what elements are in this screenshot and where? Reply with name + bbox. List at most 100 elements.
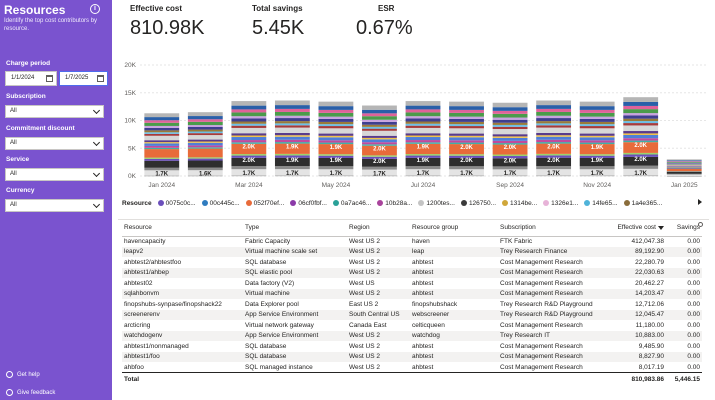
table-cell: 0.00 (666, 246, 702, 257)
table-row[interactable]: arcticring Virtual network gateway Canada … (122, 320, 702, 331)
table-cell: Cost Management Research (500, 279, 583, 287)
bar-segment (274, 125, 310, 128)
table-row[interactable]: ahbtest1/nonmanaged SQL database West US 2… (122, 341, 702, 352)
kpi-value: 0.67% (356, 17, 413, 39)
bar-segment (362, 144, 397, 146)
legend-item[interactable]: 126750... (460, 200, 496, 207)
segment-data-label: 1.9K (417, 145, 430, 151)
bar-segment (187, 142, 223, 146)
legend-item[interactable]: 1200tes... (418, 200, 455, 207)
segment-data-label: 1.7K (547, 171, 560, 177)
total-cost: 810,983.86 (610, 372, 666, 386)
get-help-link[interactable]: Get help (6, 371, 40, 378)
bar-segment (623, 109, 659, 114)
calendar-icon[interactable] (97, 75, 104, 82)
table-cell: West US 2 (349, 238, 380, 245)
table-row[interactable]: sqlahbonvm Virtual machine West US 2 ahbtes… (122, 288, 702, 299)
column-header[interactable]: Savings (666, 220, 702, 237)
table-row[interactable]: ahbtest02 Data factory (V2) West US ahbtest… (122, 278, 702, 289)
service-dropdown[interactable]: All (5, 168, 104, 181)
table-cell: 14,203.47 (610, 288, 666, 299)
table-row[interactable]: leapv2 Virtual machine scale set West US 2… (122, 246, 702, 257)
bar-segment (144, 120, 180, 123)
y-tick-label: 15K (124, 90, 136, 97)
table-cell: ahbtest (412, 258, 434, 266)
bar-segment (492, 169, 528, 176)
column-header-sorted[interactable]: Effective cost (610, 220, 666, 237)
column-header[interactable]: Subscription (498, 220, 610, 237)
table-row[interactable]: ahbtest2/ahbtestfoo SQL database West US 2… (122, 257, 702, 268)
bar-segment (274, 105, 310, 109)
legend-title: Resource (122, 199, 152, 207)
end-date-input[interactable]: 1/7/2025 (59, 71, 108, 86)
bar-segment (579, 155, 615, 158)
table-cell: SQL managed instance (245, 363, 313, 371)
segment-data-label: 2.0K (373, 146, 386, 152)
give-feedback-link[interactable]: Give feedback (6, 389, 55, 396)
legend-item[interactable]: 1326e1... (543, 200, 578, 207)
bar-segment (579, 169, 615, 176)
bar-segment (579, 118, 615, 122)
table-cell: West US 2 (349, 363, 380, 371)
table-cell: 0.00 (666, 351, 702, 362)
bar-segment (623, 175, 659, 177)
column-header[interactable]: Resource group (410, 220, 498, 237)
legend-item[interactable]: 0075c0c... (157, 200, 196, 207)
x-tick-label: Mar 2024 (235, 182, 263, 189)
segment-data-label: 1.7K (460, 171, 473, 177)
legend-item[interactable]: 14fe65... (584, 200, 618, 207)
bar-segment (666, 163, 702, 165)
start-date-input[interactable]: 1/1/2024 (5, 71, 57, 86)
bar-segment (449, 157, 484, 167)
bar-segment (362, 139, 397, 143)
bar-segment (231, 154, 267, 156)
legend-swatch (584, 200, 591, 206)
currency-dropdown[interactable]: All (5, 199, 104, 212)
bar-segment (579, 135, 615, 138)
table-cell: 8,827.90 (610, 351, 666, 362)
table-row[interactable]: finopshubs-synpase/finopshack22 Data Expl… (122, 299, 702, 310)
calendar-icon[interactable] (46, 75, 53, 82)
table-cell: 11,180.00 (635, 321, 664, 329)
segment-data-label: 2.0K (504, 158, 517, 164)
subscription-dropdown[interactable]: All (5, 105, 104, 118)
bar-segment (623, 133, 659, 136)
legend-items: 0075c0c... 00c445c... 052f70ef... 06cf0fbf.… (157, 200, 669, 207)
table-row[interactable]: ahbfoo SQL managed instance West US 2 ahbte… (122, 362, 702, 373)
bar-segment (492, 175, 528, 177)
legend-item[interactable]: 10b28a... (377, 200, 412, 207)
bar-segment (536, 111, 572, 116)
legend-item[interactable]: 0a7ac46... (332, 200, 371, 207)
table-row[interactable]: screenerenv App Service Environment South … (122, 309, 702, 320)
commitment-discount-dropdown[interactable]: All (5, 137, 104, 150)
legend-item[interactable]: 06cf0fbf... (290, 200, 327, 207)
bar-segment (579, 128, 615, 134)
table-row[interactable]: ahbtest1/foo SQL database West US 2 ahbtest… (122, 351, 702, 362)
legend-item[interactable]: 1314be... (502, 200, 537, 207)
y-tick-label: 20K (124, 62, 136, 69)
table-cell: West US 2 (347, 246, 410, 257)
column-header[interactable]: Resource (122, 220, 243, 237)
bar-segment (405, 101, 441, 106)
bar-segment (318, 140, 354, 143)
segment-data-label: 1.7K (373, 171, 386, 177)
segment-data-label: 1.9K (286, 144, 299, 150)
bar-segment (144, 145, 180, 148)
legend-item[interactable]: 00c445c... (201, 200, 240, 207)
column-header[interactable]: Region (347, 220, 410, 237)
bar-segment (666, 161, 702, 162)
bar-segment (362, 155, 397, 157)
segment-data-label: 2.0K (243, 158, 256, 164)
legend-next-icon[interactable] (698, 199, 702, 205)
bar-segment (362, 119, 397, 122)
legend-item[interactable]: 052f70ef... (245, 200, 284, 207)
table-row[interactable]: havencapacity Fabric Capacity West US 2 hav… (122, 236, 702, 247)
legend-item[interactable]: 1a4e365... (623, 200, 662, 207)
table-row[interactable]: watchdogenv App Service Environment West U… (122, 330, 702, 341)
kpi-esr: ESR 0.67% (356, 4, 413, 40)
column-header[interactable]: Type (243, 220, 347, 237)
more-options-icon[interactable] (698, 222, 703, 227)
info-icon[interactable]: i (90, 4, 100, 14)
start-date-value: 1/1/2024 (11, 75, 35, 81)
